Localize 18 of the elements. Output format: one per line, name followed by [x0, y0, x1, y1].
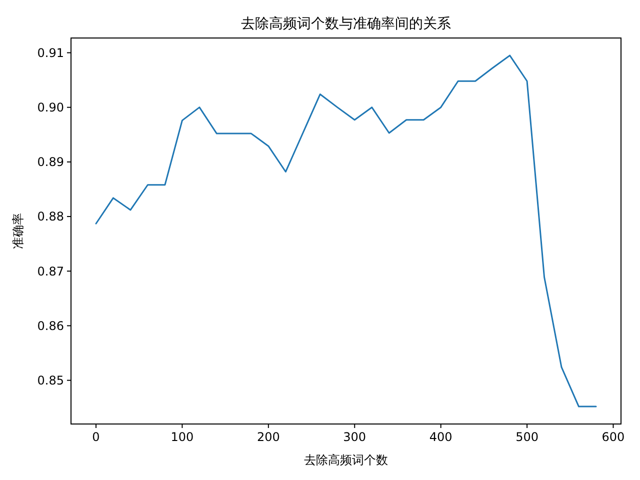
- y-axis-title: 准确率: [11, 213, 25, 249]
- x-axis-title: 去除高频词个数: [304, 453, 388, 467]
- y-tick-label: 0.86: [37, 318, 64, 333]
- x-tick-label: 300: [343, 430, 366, 444]
- y-tick-label: 0.87: [37, 264, 64, 278]
- line-series: [95, 54, 597, 408]
- x-tick-label: 100: [170, 430, 194, 444]
- x-tick-label: 0: [92, 430, 100, 444]
- y-tick-label: 0.88: [37, 210, 64, 224]
- y-tick-label: 0.89: [37, 155, 64, 170]
- y-tick-label: 0.91: [37, 46, 64, 60]
- x-tick-label: 200: [256, 430, 280, 444]
- x-tick-label: 500: [516, 430, 538, 444]
- x-tick-label: 600: [602, 430, 625, 444]
- x-tick-label: 400: [429, 430, 452, 444]
- chart-title: 去除高频词个数与准确率间的关系: [241, 16, 451, 32]
- y-tick-label: 0.85: [37, 374, 64, 388]
- y-tick-label: 0.90: [37, 100, 64, 115]
